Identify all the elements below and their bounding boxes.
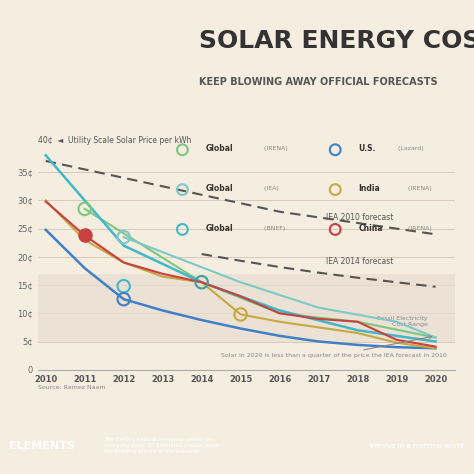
Text: India: India — [359, 184, 381, 193]
Text: Global: Global — [206, 224, 234, 233]
Point — [81, 232, 89, 239]
Text: (IRENA): (IRENA) — [406, 186, 431, 191]
Point — [120, 283, 128, 290]
Point — [120, 295, 128, 303]
Text: Source: Ramez Naam: Source: Ramez Naam — [38, 385, 106, 391]
Text: U.S.: U.S. — [359, 144, 376, 153]
Text: SOLAR ENERGY COSTS: SOLAR ENERGY COSTS — [199, 29, 474, 53]
Text: (BNEF): (BNEF) — [262, 226, 285, 231]
Text: (IRENA): (IRENA) — [262, 146, 288, 151]
Text: ELEMENTS: ELEMENTS — [9, 440, 75, 451]
Text: Fossil Electricity
Cost Range: Fossil Electricity Cost Range — [377, 316, 428, 327]
Point — [198, 278, 205, 286]
Text: (IEA): (IEA) — [262, 186, 279, 191]
Point — [420, 31, 428, 38]
Point — [120, 233, 128, 241]
Text: (Lazard): (Lazard) — [396, 146, 424, 151]
Text: IEA 2010 forecast: IEA 2010 forecast — [327, 213, 394, 222]
Point — [81, 205, 89, 213]
Text: We live in a material world.: We live in a material world. — [370, 443, 465, 448]
Text: The Earth's natural resources power our
everyday lives. VC Elements breaks down
: The Earth's natural resources power our … — [104, 437, 219, 454]
Text: 40¢  ◄  Utility Scale Solar Price per kWh: 40¢ ◄ Utility Scale Solar Price per kWh — [38, 136, 191, 145]
Text: China: China — [359, 224, 383, 233]
Bar — [38, 274, 455, 341]
Text: Solar in 2020 is less than a quarter of the price the IEA forecast in 2010: Solar in 2020 is less than a quarter of … — [221, 336, 447, 358]
Text: Global: Global — [206, 144, 234, 153]
Text: (IRENA): (IRENA) — [406, 226, 431, 231]
Text: KEEP BLOWING AWAY OFFICIAL FORECASTS: KEEP BLOWING AWAY OFFICIAL FORECASTS — [199, 77, 438, 87]
Point — [237, 310, 245, 318]
Text: IEA 2014 forecast: IEA 2014 forecast — [327, 256, 394, 265]
Text: Global: Global — [206, 184, 234, 193]
